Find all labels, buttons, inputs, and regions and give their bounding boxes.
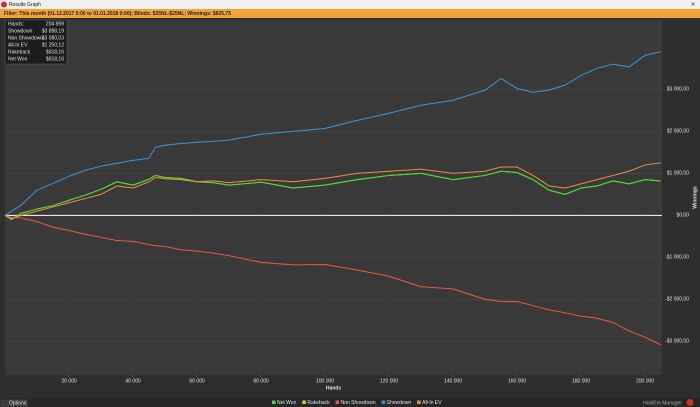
- series-line: [4, 51, 661, 216]
- x-tick-label: 120 000: [380, 378, 398, 384]
- window-title: Results Graph: [9, 2, 41, 8]
- legend-swatch: [417, 400, 421, 404]
- plot-area: [5, 20, 662, 375]
- stat-value: $1 250,12: [42, 42, 64, 48]
- stat-key: All-In EV: [8, 42, 28, 48]
- x-tick-label: 40 000: [125, 378, 141, 384]
- x-axis-title: Hands: [326, 385, 342, 391]
- stat-key: Non Showdown: [8, 35, 43, 41]
- stats-box: [4, 19, 68, 65]
- stat-value: $818,16: [46, 56, 64, 62]
- stat-key: Showdown: [8, 28, 33, 34]
- stat-value: 204 899: [46, 21, 64, 27]
- y-tick-label: -$2 000,00: [665, 297, 689, 303]
- legend-label: Showdown: [387, 400, 412, 406]
- legend-swatch: [272, 400, 276, 404]
- app-icon: [1, 1, 7, 8]
- legend-swatch: [302, 400, 306, 404]
- y-tick-label: $1 000,00: [667, 171, 689, 177]
- stat-key: Net Won: [8, 56, 28, 62]
- legend-label: Rakeback: [307, 400, 330, 406]
- x-tick-label: 20 000: [61, 378, 77, 384]
- series-line: [4, 170, 661, 221]
- brand: HoldEm Manager: [643, 401, 682, 407]
- close-button[interactable]: ×: [691, 2, 695, 9]
- x-tick-label: 80 000: [253, 378, 269, 384]
- stat-value: $818,16: [46, 49, 64, 55]
- legend-label: Net Won: [277, 400, 297, 406]
- x-tick-label: 160 000: [508, 378, 526, 384]
- x-tick-label: 60 000: [189, 378, 205, 384]
- filter-bar: [0, 9, 700, 18]
- y-tick-label: -$3 000,00: [665, 339, 689, 345]
- x-tick-label: 100 000: [316, 378, 334, 384]
- y-axis-title: Winnings: [692, 186, 698, 209]
- stat-key: Hands:: [8, 21, 24, 27]
- x-tick-label: 180 000: [572, 378, 590, 384]
- stat-key: Rakeback: [8, 49, 31, 55]
- series-line: [4, 162, 661, 220]
- legend-label: Non Showdown: [341, 400, 376, 406]
- series-line: [4, 214, 661, 346]
- brand-logo: [686, 399, 694, 406]
- legend-swatch: [381, 400, 386, 404]
- y-tick-label: $0,00: [676, 213, 689, 219]
- title-bar: [0, 0, 700, 9]
- y-tick-label: $3 000,00: [667, 87, 689, 93]
- legend-label: All-In EV: [422, 400, 442, 406]
- x-tick-label: 200 000: [636, 378, 654, 384]
- stat-value: -$3 080,03: [40, 35, 64, 41]
- status-bar: [0, 398, 700, 407]
- filter-text: Filter: This month (01.12.2017 0:00 to 0…: [4, 11, 231, 17]
- stat-value: $3 898,19: [42, 28, 64, 34]
- legend-swatch: [335, 400, 340, 404]
- x-tick-label: 140 000: [444, 378, 462, 384]
- y-tick-label: -$1 000,00: [665, 255, 689, 261]
- options-button[interactable]: [0, 399, 28, 407]
- y-tick-label: $2 000,00: [667, 129, 689, 135]
- options-label[interactable]: Options: [9, 401, 27, 407]
